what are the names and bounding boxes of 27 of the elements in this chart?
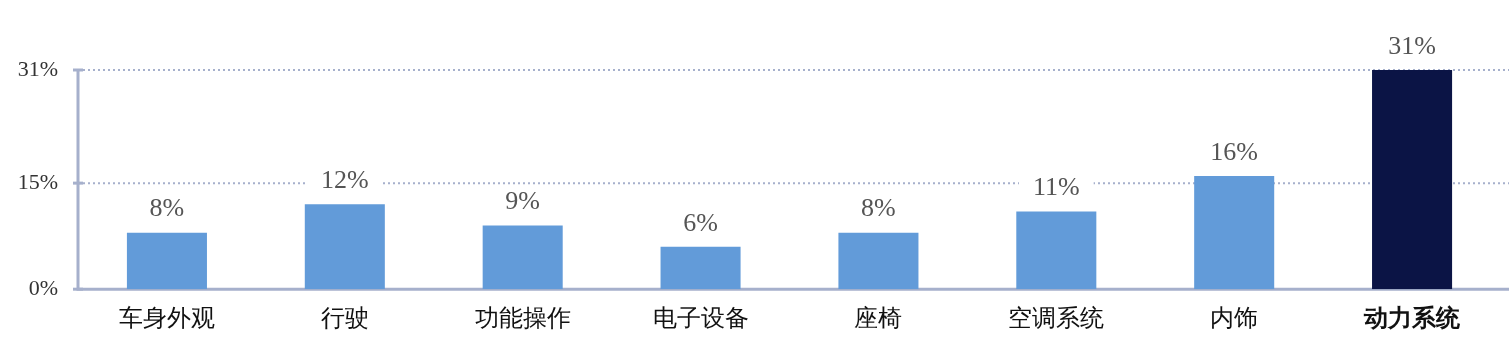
y-tick-label: 0% xyxy=(28,274,58,300)
bar xyxy=(1194,176,1275,290)
x-tick-label: 座椅 xyxy=(854,303,903,332)
bar xyxy=(1372,70,1453,290)
x-tick-label: 内饰 xyxy=(1210,303,1259,332)
data-label: 16% xyxy=(1210,136,1259,166)
data-label: 6% xyxy=(683,207,718,237)
bar xyxy=(838,232,919,290)
bar xyxy=(660,246,741,290)
data-label: 11% xyxy=(1032,172,1080,202)
x-tick-label: 车身外观 xyxy=(118,303,215,332)
bar xyxy=(126,232,207,290)
x-tick-label: 电子设备 xyxy=(652,303,749,332)
x-tick-label: 行驶 xyxy=(320,303,369,332)
data-label: 31% xyxy=(1388,30,1436,60)
data-label: 8% xyxy=(861,193,896,223)
y-tick-label: 15% xyxy=(17,168,58,194)
y-tick-label: 31% xyxy=(17,55,58,81)
bar xyxy=(1016,211,1097,290)
x-tick-label: 空调系统 xyxy=(1008,303,1105,332)
x-tick-label: 动力系统 xyxy=(1363,303,1462,332)
data-label: 12% xyxy=(320,165,369,195)
bar xyxy=(482,225,563,290)
data-label: 9% xyxy=(505,186,541,216)
x-tick-label: 功能操作 xyxy=(474,303,571,332)
data-label: 8% xyxy=(149,193,185,223)
bar xyxy=(304,204,385,290)
